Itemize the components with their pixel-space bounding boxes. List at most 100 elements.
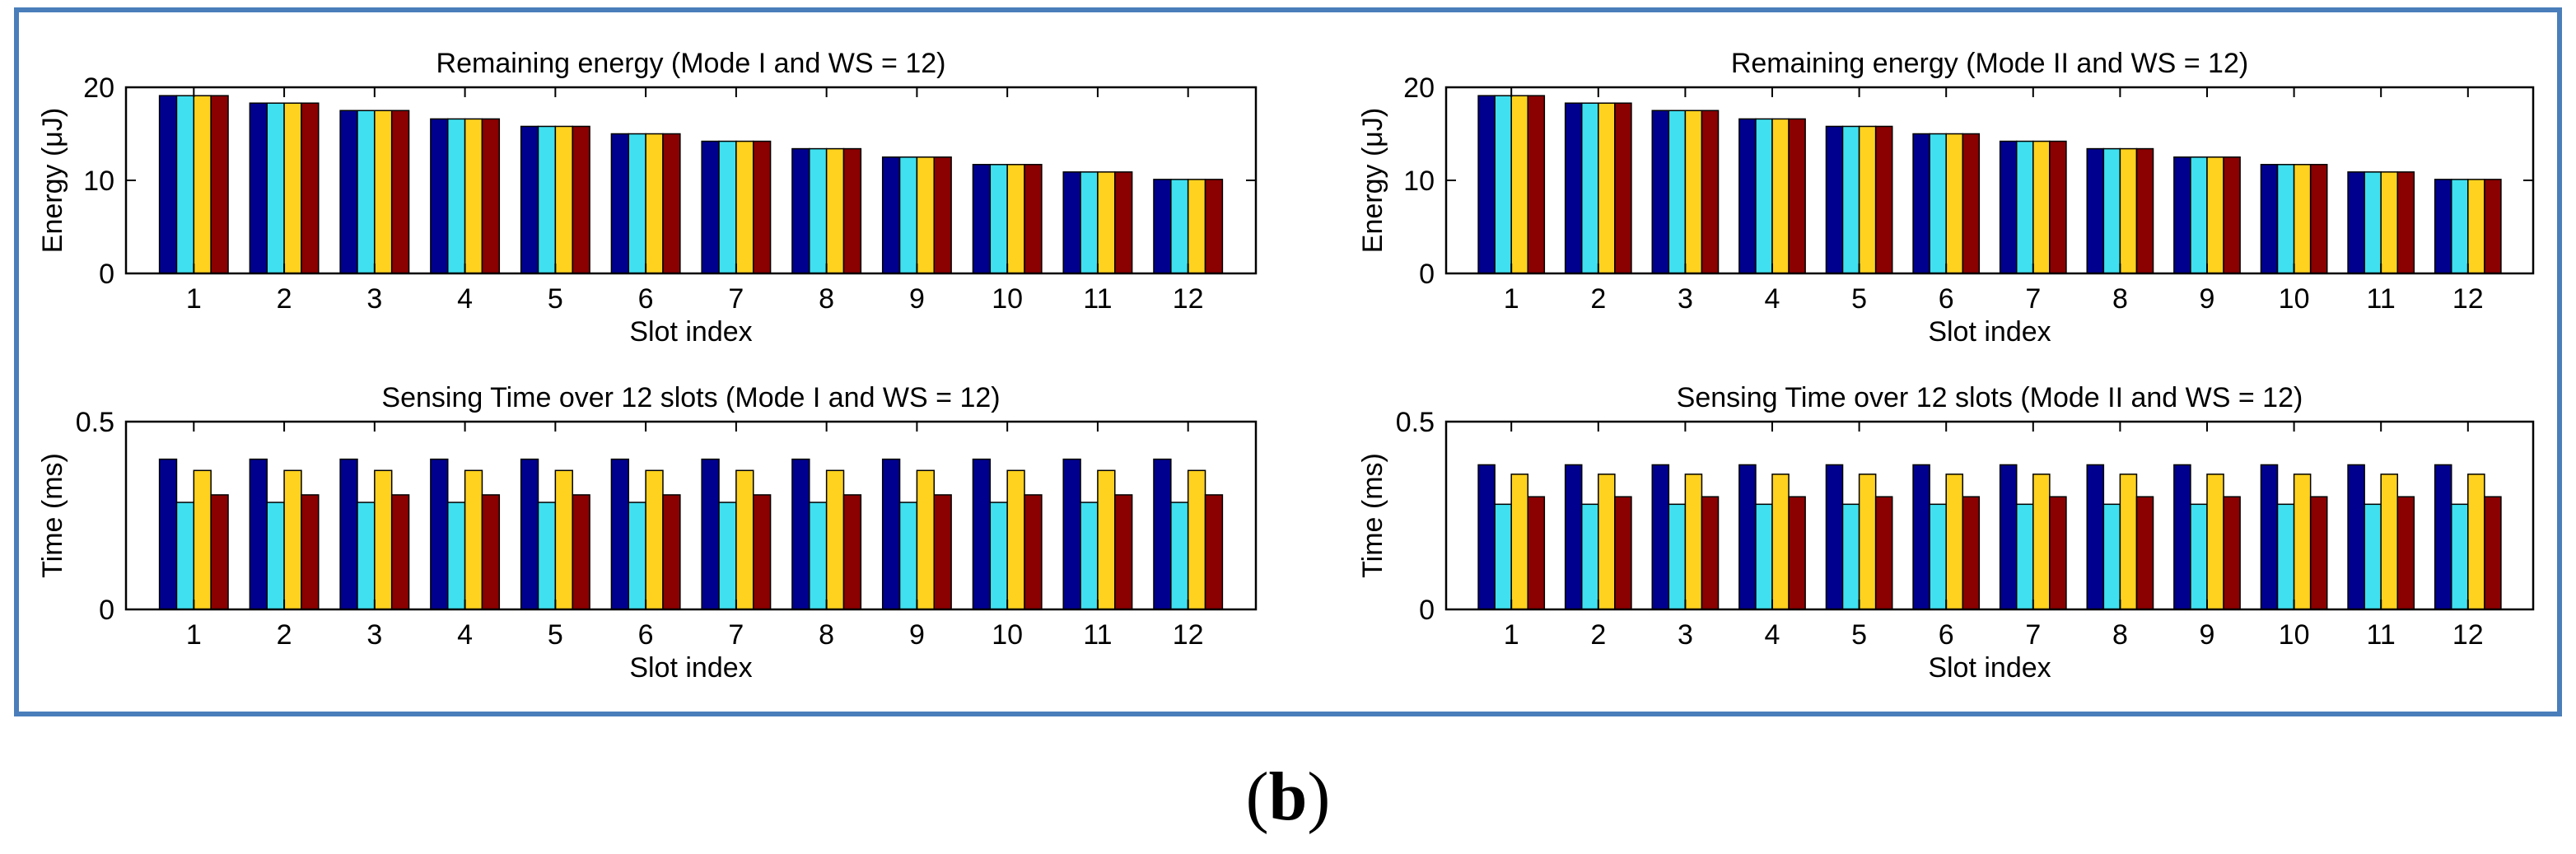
bar-series-1-slot-4 <box>430 458 449 610</box>
bar-series-3-slot-6 <box>645 133 664 274</box>
bar-series-4-slot-7 <box>752 494 772 610</box>
bar-series-4-slot-9 <box>2223 156 2241 274</box>
bar-series-4-slot-11 <box>1114 494 1133 610</box>
x-tick-label: 1 <box>186 619 202 651</box>
bar-series-3-slot-3 <box>374 110 393 274</box>
chart-1: Remaining energy (Mode I and WS = 12)1 2 3… <box>37 48 1258 348</box>
y-tick-label: 20 <box>1403 72 1435 104</box>
x-tick-label: 8 <box>2112 619 2128 651</box>
bar-series-3-slot-2 <box>283 102 302 274</box>
bar-series-4-slot-8 <box>2135 147 2154 274</box>
bar-series-2-slot-11 <box>1080 171 1099 274</box>
bar-series-4-slot-6 <box>1962 496 1981 610</box>
bar-series-4-slot-8 <box>842 147 862 274</box>
caption-open-paren: ( <box>1246 758 1269 835</box>
caption-close-paren: ) <box>1307 758 1330 835</box>
bar-series-1-slot-11 <box>2347 171 2365 274</box>
bar-series-2-slot-12 <box>1170 502 1189 610</box>
x-tick-label: 12 <box>1173 619 1204 651</box>
bar-series-2-slot-8 <box>809 502 828 610</box>
x-tick-label: 8 <box>819 283 834 315</box>
bar-series-3-slot-1 <box>1510 474 1529 610</box>
bar-series-1-slot-1 <box>158 458 178 610</box>
bar-series-1-slot-12 <box>1153 179 1172 274</box>
x-tick-label: 1 <box>1504 283 1519 315</box>
bar-series-4-slot-11 <box>1114 171 1133 274</box>
bar-series-1-slot-2 <box>1564 464 1583 610</box>
bar-series-4-slot-2 <box>301 102 320 274</box>
bar-series-1-slot-3 <box>1651 464 1670 610</box>
bar-series-4-slot-12 <box>1204 179 1224 274</box>
bar-series-3-slot-6 <box>645 469 664 610</box>
bar-series-1-slot-9 <box>881 156 901 274</box>
bar-series-4-slot-9 <box>933 494 952 610</box>
bar-series-2-slot-6 <box>1929 133 1947 274</box>
x-axis-label: Slot index <box>629 316 752 348</box>
bar-series-4-slot-3 <box>390 110 410 274</box>
y-tick-label: 10 <box>1403 166 1435 197</box>
bar-series-1-slot-6 <box>610 133 630 274</box>
bar-series-3-slot-8 <box>2119 147 2138 274</box>
x-tick-label: 7 <box>728 619 744 651</box>
bar-series-3-slot-10 <box>2293 164 2312 274</box>
bar-series-1-slot-4 <box>1738 464 1757 610</box>
x-tick-label: 9 <box>909 619 925 651</box>
x-tick-label: 1 <box>186 283 202 315</box>
bar-series-4-slot-2 <box>1614 496 1632 610</box>
bar-series-3-slot-10 <box>1006 469 1025 610</box>
bar-series-1-slot-7 <box>701 458 720 610</box>
bar-series-1-slot-12 <box>2434 464 2452 610</box>
x-tick-label: 10 <box>992 283 1023 315</box>
bar-series-2-slot-2 <box>1580 503 1599 610</box>
bar-series-3-slot-3 <box>1684 474 1703 610</box>
bar-series-1-slot-3 <box>339 458 358 610</box>
x-tick-label: 11 <box>1083 619 1112 651</box>
bar-series-4-slot-10 <box>2309 164 2328 274</box>
x-tick-label: 3 <box>366 283 382 315</box>
bar-series-4-slot-1 <box>210 95 229 274</box>
bar-series-4-slot-4 <box>1788 496 1806 610</box>
bar-series-1-slot-5 <box>520 458 539 610</box>
y-tick-label: 0.5 <box>76 407 114 438</box>
bar-series-2-slot-2 <box>1580 102 1599 274</box>
bar-series-4-slot-4 <box>481 494 501 610</box>
bar-series-3-slot-9 <box>916 156 936 274</box>
bar-series-3-slot-11 <box>2380 171 2399 274</box>
x-tick-label: 7 <box>2025 619 2041 651</box>
bar-series-4-slot-7 <box>2049 496 2067 610</box>
y-tick-label: 0 <box>1419 259 1435 290</box>
bar-series-3-slot-10 <box>2293 474 2312 610</box>
bar-series-4-slot-6 <box>1962 133 1981 274</box>
bar-series-4-slot-8 <box>842 494 862 610</box>
bar-series-3-slot-5 <box>1858 474 1877 610</box>
bar-series-1-slot-12 <box>2434 179 2452 274</box>
bar-series-1-slot-9 <box>2173 156 2191 274</box>
bar-series-1-slot-11 <box>1062 171 1081 274</box>
bar-series-2-slot-3 <box>357 502 376 610</box>
x-axis-label: Slot index <box>1928 316 2051 348</box>
x-tick-label: 5 <box>548 619 563 651</box>
bar-series-1-slot-12 <box>1153 458 1172 610</box>
figure-caption: (b) <box>1246 758 1331 835</box>
x-axis-label: Slot index <box>1928 652 2051 684</box>
bar-series-3-slot-3 <box>374 469 393 610</box>
bar-series-4-slot-4 <box>481 118 501 274</box>
bar-series-1-slot-5 <box>520 125 539 274</box>
x-tick-label: 3 <box>1678 619 1693 651</box>
x-tick-label: 11 <box>2367 619 2396 651</box>
bar-series-3-slot-4 <box>464 469 483 610</box>
bar-series-4-slot-5 <box>572 494 590 610</box>
bar-series-1-slot-5 <box>1825 464 1844 610</box>
bar-series-2-slot-8 <box>2102 503 2121 610</box>
x-tick-label: 3 <box>1678 283 1693 315</box>
bar-series-3-slot-5 <box>554 469 573 610</box>
bar-series-2-slot-10 <box>2276 503 2295 610</box>
x-tick-label: 6 <box>638 283 654 315</box>
bar-series-3-slot-2 <box>1598 474 1616 610</box>
bar-series-3-slot-9 <box>2206 156 2224 274</box>
bar-series-3-slot-11 <box>1097 469 1116 610</box>
bar-series-2-slot-1 <box>175 502 195 610</box>
y-axis-label: Energy (μJ) <box>37 108 68 253</box>
bar-series-1-slot-11 <box>2347 464 2365 610</box>
